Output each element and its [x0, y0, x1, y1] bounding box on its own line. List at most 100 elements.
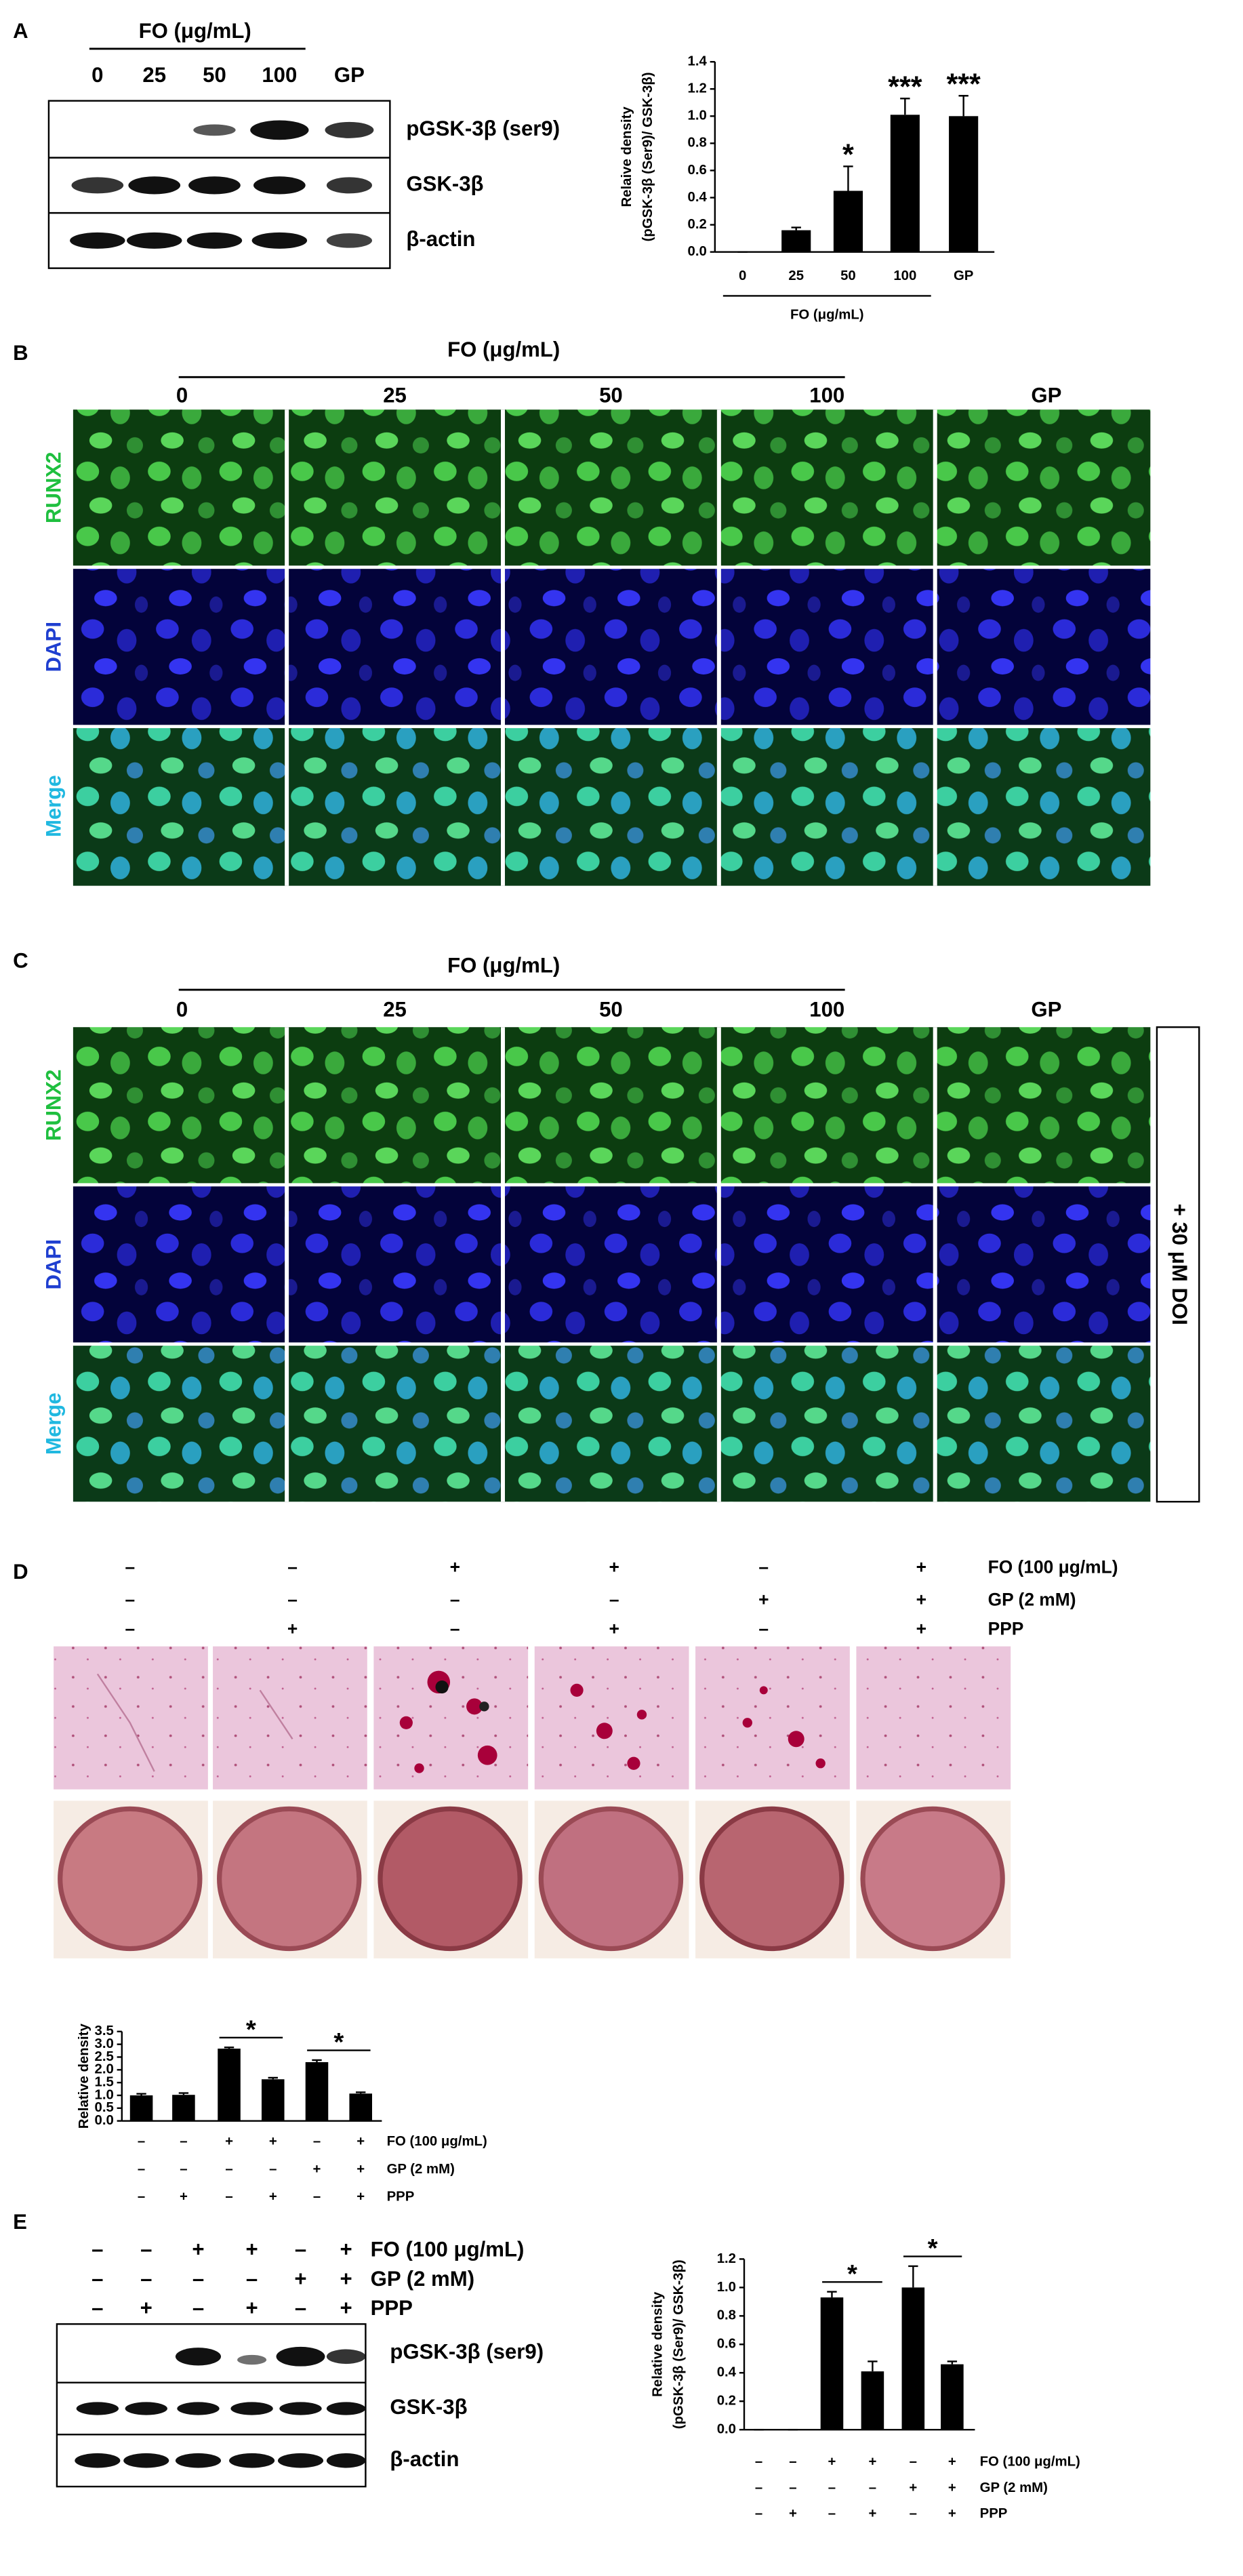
bar	[129, 2095, 153, 2121]
bar	[949, 116, 979, 252]
condition-sign: –	[138, 2190, 145, 2205]
comparison-label: *	[847, 2259, 857, 2289]
y-tick-label: 0.0	[688, 244, 707, 259]
panel-letter: D	[13, 1560, 28, 1584]
condition-sign: –	[313, 2190, 321, 2205]
column-label: GP	[1031, 997, 1061, 1021]
y-tick-label: 2.0	[95, 2062, 114, 2077]
x-tick-label: 25	[788, 268, 804, 283]
condition-sign: –	[125, 1557, 135, 1577]
condition-sign: –	[910, 2506, 917, 2521]
column-label: 0	[176, 997, 188, 1021]
significance: *	[842, 138, 854, 171]
blot-label: GSK-3β	[390, 2395, 467, 2419]
micrograph-row	[73, 1186, 1151, 1343]
condition-sign: +	[287, 1619, 298, 1639]
condition-sign: +	[828, 2454, 836, 2469]
condition-sign: –	[287, 1557, 298, 1577]
condition-name: FO (100 μg/mL)	[371, 2238, 525, 2261]
condition-sign: +	[916, 1557, 926, 1577]
bar	[781, 230, 811, 252]
bar	[861, 2371, 884, 2430]
blot-label: β-actin	[390, 2447, 459, 2471]
condition-sign: –	[192, 2296, 204, 2320]
micrograph-separators	[285, 1027, 937, 1502]
condition-sign: +	[789, 2506, 797, 2521]
condition-sign: –	[828, 2506, 836, 2521]
y-tick-label: 0.8	[717, 2308, 736, 2323]
condition-name: PPP	[371, 2296, 413, 2320]
condition-sign: +	[948, 2480, 956, 2495]
condition-sign: –	[609, 1589, 619, 1609]
y-axis-label: Relative density	[77, 2024, 91, 2129]
y-tick-label: 3.5	[95, 2024, 114, 2038]
y-tick-label: 1.0	[717, 2280, 736, 2295]
condition-sign: –	[91, 2267, 103, 2291]
lane-label: 50	[203, 63, 226, 87]
condition-sign: –	[758, 1557, 769, 1577]
condition-sign: –	[295, 2296, 306, 2320]
error-bar	[791, 226, 801, 230]
condition-sign: –	[125, 1589, 135, 1609]
condition-table: – – + + – + FO (100 μg/mL) – – – – + + GP (2 mM) – + – + –…	[125, 1557, 1118, 1639]
y-axis-label: Relative density	[650, 2291, 665, 2397]
condition-sign: –	[755, 2454, 762, 2469]
y-tick-label: 0.6	[688, 163, 707, 178]
bar	[261, 2079, 285, 2121]
condition-sign: +	[868, 2506, 876, 2521]
bar	[218, 2049, 241, 2121]
condition-name: GP (2 mM)	[980, 2480, 1048, 2495]
condition-sign: +	[948, 2454, 956, 2469]
bar	[305, 2062, 329, 2121]
y-tick-label: 3.0	[95, 2036, 114, 2051]
column-label: 25	[383, 383, 407, 407]
condition-name: FO (100 μg/mL)	[980, 2454, 1080, 2469]
condition-name: GP (2 mM)	[371, 2267, 475, 2291]
panel-letter: A	[13, 19, 28, 43]
condition-sign: +	[340, 2238, 352, 2261]
comparison-label: *	[333, 2028, 344, 2057]
y-tick-label: 2.5	[95, 2049, 114, 2064]
lane-label: 25	[142, 63, 166, 87]
treatment-label: FO (μg/mL)	[139, 19, 251, 43]
condition-table: – – + + – + FO (100 μg/mL) – – – – + + GP (2 mM) – + – + –…	[91, 2238, 524, 2320]
y-tick-label: 1.0	[688, 108, 707, 123]
error-bar	[827, 2291, 837, 2298]
condition-sign: +	[294, 2267, 306, 2291]
y-tick-label: 1.0	[95, 2087, 114, 2102]
condition-sign: +	[916, 1589, 926, 1609]
condition-sign: –	[125, 1619, 135, 1639]
condition-sign: +	[245, 2296, 258, 2320]
stain-images	[54, 1646, 1011, 1790]
row-label: DAPI	[42, 1239, 66, 1289]
condition-sign: –	[295, 2238, 306, 2261]
condition-sign: +	[269, 2134, 277, 2149]
error-bar	[900, 98, 910, 115]
well-images	[54, 1800, 1011, 1958]
condition-sign: –	[828, 2480, 836, 2495]
y-tick-label: 1.2	[688, 81, 707, 96]
condition-name: FO (100 μg/mL)	[387, 2134, 487, 2149]
bar	[349, 2093, 373, 2121]
condition-sign: +	[245, 2238, 258, 2261]
significance: ***	[946, 68, 981, 100]
condition-name: PPP	[980, 2506, 1008, 2521]
condition-sign: –	[755, 2480, 762, 2495]
lane-labels: 0 25 50 100 GP	[91, 63, 365, 87]
blot-labels: pGSK-3β (ser9) GSK-3β β-actin	[406, 117, 560, 251]
condition-sign: –	[789, 2480, 796, 2495]
micrograph-row	[73, 728, 1151, 886]
blot-bands	[70, 120, 374, 249]
condition-sign: –	[269, 2162, 277, 2177]
condition-sign: +	[269, 2190, 277, 2205]
condition-sign: +	[356, 2190, 365, 2205]
x-axis-label: FO (μg/mL)	[790, 308, 864, 323]
condition-sign: –	[287, 1589, 298, 1609]
blot-label: β-actin	[406, 227, 475, 251]
condition-sign: –	[789, 2454, 796, 2469]
row-label: RUNX2	[42, 451, 66, 523]
x-tick-label: 50	[840, 268, 856, 283]
lane-label: 100	[262, 63, 297, 87]
condition-name: FO (100 μg/mL)	[988, 1557, 1118, 1577]
